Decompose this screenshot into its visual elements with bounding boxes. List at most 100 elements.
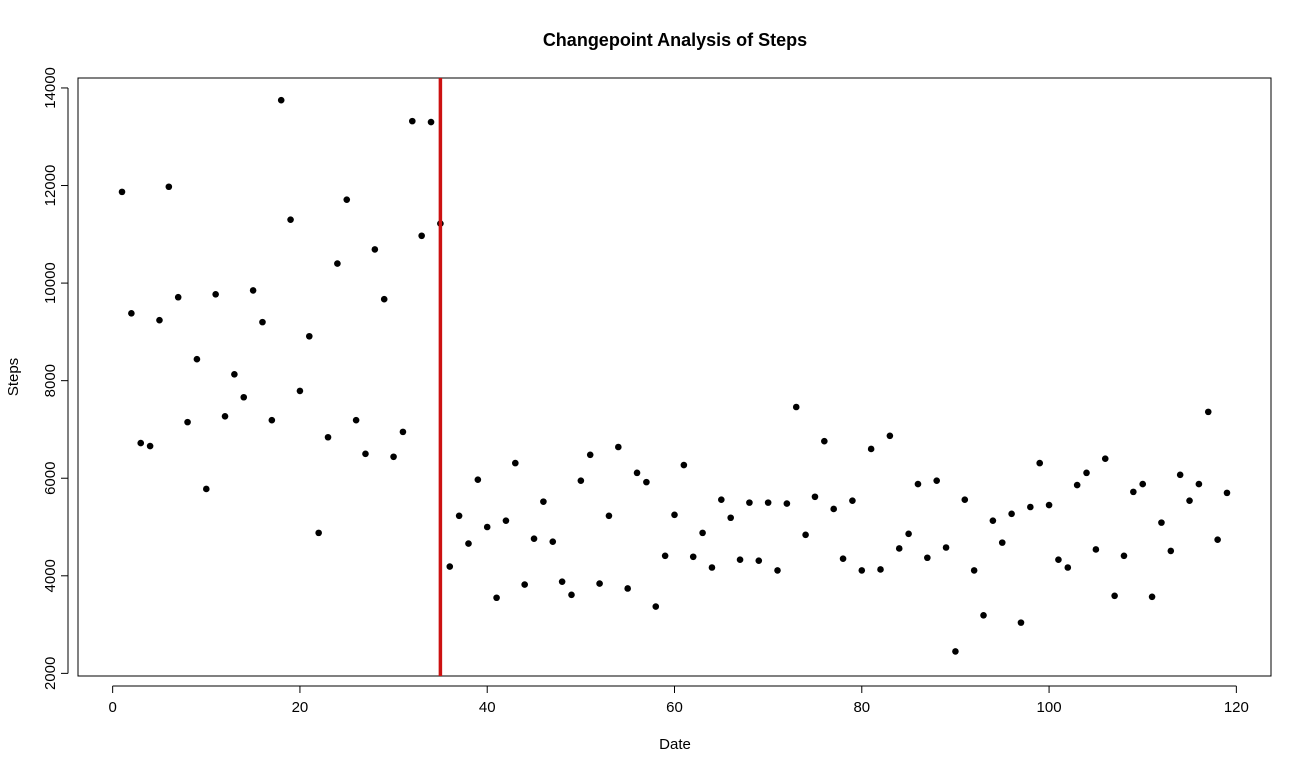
data-point xyxy=(867,445,875,453)
data-point xyxy=(568,591,575,599)
data-point xyxy=(1083,469,1090,477)
data-point xyxy=(362,450,369,458)
data-point xyxy=(1204,408,1212,416)
data-point xyxy=(755,557,763,564)
data-point xyxy=(699,529,706,537)
data-point xyxy=(680,461,688,469)
data-point xyxy=(540,498,547,505)
data-point xyxy=(502,517,510,524)
data-point xyxy=(1130,488,1137,496)
data-point xyxy=(615,443,622,451)
data-point xyxy=(661,552,669,560)
data-point xyxy=(512,459,519,467)
data-point xyxy=(118,188,126,196)
data-point xyxy=(1101,455,1109,463)
data-point xyxy=(980,612,987,619)
data-point xyxy=(633,469,641,477)
data-point xyxy=(305,332,313,340)
data-point xyxy=(914,480,922,488)
x-tick-label: 100 xyxy=(1037,699,1062,716)
y-axis-label: Steps xyxy=(5,358,22,396)
data-point xyxy=(643,478,650,486)
data-point xyxy=(474,476,482,483)
y-tick-label: 14000 xyxy=(42,67,59,109)
data-point xyxy=(1092,546,1100,553)
data-point xyxy=(1148,593,1156,601)
data-point xyxy=(718,496,725,503)
data-point xyxy=(249,287,257,294)
data-point xyxy=(1186,497,1193,504)
data-point xyxy=(399,428,407,436)
data-point xyxy=(624,585,631,592)
y-tick-label: 8000 xyxy=(42,364,59,397)
data-point xyxy=(146,442,154,450)
data-point xyxy=(296,387,304,395)
data-point xyxy=(821,437,828,445)
data-point xyxy=(1073,481,1081,489)
data-point xyxy=(483,523,491,531)
data-point xyxy=(1064,564,1072,571)
y-tick-label: 2000 xyxy=(42,657,59,690)
data-point xyxy=(839,555,847,563)
data-point xyxy=(193,355,201,363)
data-point xyxy=(783,500,791,507)
data-point xyxy=(315,529,322,537)
data-point xyxy=(652,603,660,610)
data-point xyxy=(390,453,397,461)
data-point xyxy=(212,291,219,298)
data-point xyxy=(380,295,388,303)
data-point xyxy=(371,246,379,253)
data-point xyxy=(792,403,800,411)
data-point xyxy=(277,96,285,104)
data-point xyxy=(577,477,585,484)
data-point xyxy=(858,567,866,574)
data-point xyxy=(1055,556,1062,563)
data-point xyxy=(287,216,294,223)
data-point xyxy=(1027,503,1034,511)
y-tick-label: 6000 xyxy=(42,462,59,495)
data-point xyxy=(727,514,734,522)
data-point xyxy=(830,505,837,513)
data-point xyxy=(811,493,819,501)
data-point xyxy=(352,416,360,424)
data-point xyxy=(586,451,594,459)
data-point xyxy=(549,538,557,545)
data-point xyxy=(849,497,856,504)
data-point xyxy=(1008,510,1015,518)
data-point xyxy=(605,512,613,520)
data-point xyxy=(1176,471,1184,479)
data-point xyxy=(746,499,753,506)
data-point xyxy=(221,412,229,420)
data-point xyxy=(708,564,716,571)
y-tick-label: 12000 xyxy=(42,165,59,207)
data-point xyxy=(998,539,1006,546)
chart-title: Changepoint Analysis of Steps xyxy=(543,30,807,50)
data-point xyxy=(530,535,538,543)
x-tick-label: 120 xyxy=(1224,699,1249,716)
data-point xyxy=(174,293,182,301)
data-point xyxy=(137,439,145,447)
data-point xyxy=(259,318,266,326)
data-point xyxy=(970,567,978,574)
data-point xyxy=(409,117,416,125)
data-point xyxy=(1158,519,1165,526)
data-point xyxy=(1036,459,1044,467)
x-tick-label: 80 xyxy=(853,699,870,716)
data-point xyxy=(886,432,894,440)
x-tick-label: 20 xyxy=(292,699,309,716)
data-point xyxy=(240,393,248,401)
data-point xyxy=(334,260,341,267)
data-point xyxy=(924,554,931,562)
data-point xyxy=(465,540,472,547)
data-point xyxy=(184,418,191,426)
data-point xyxy=(1195,480,1203,488)
data-point xyxy=(156,316,163,324)
data-point xyxy=(989,517,997,524)
data-point xyxy=(764,499,772,506)
x-tick-label: 60 xyxy=(666,699,683,716)
x-tick-label: 0 xyxy=(108,699,116,716)
data-point xyxy=(202,485,210,493)
data-point xyxy=(455,512,463,520)
data-point xyxy=(736,556,744,563)
x-tick-label: 40 xyxy=(479,699,496,716)
